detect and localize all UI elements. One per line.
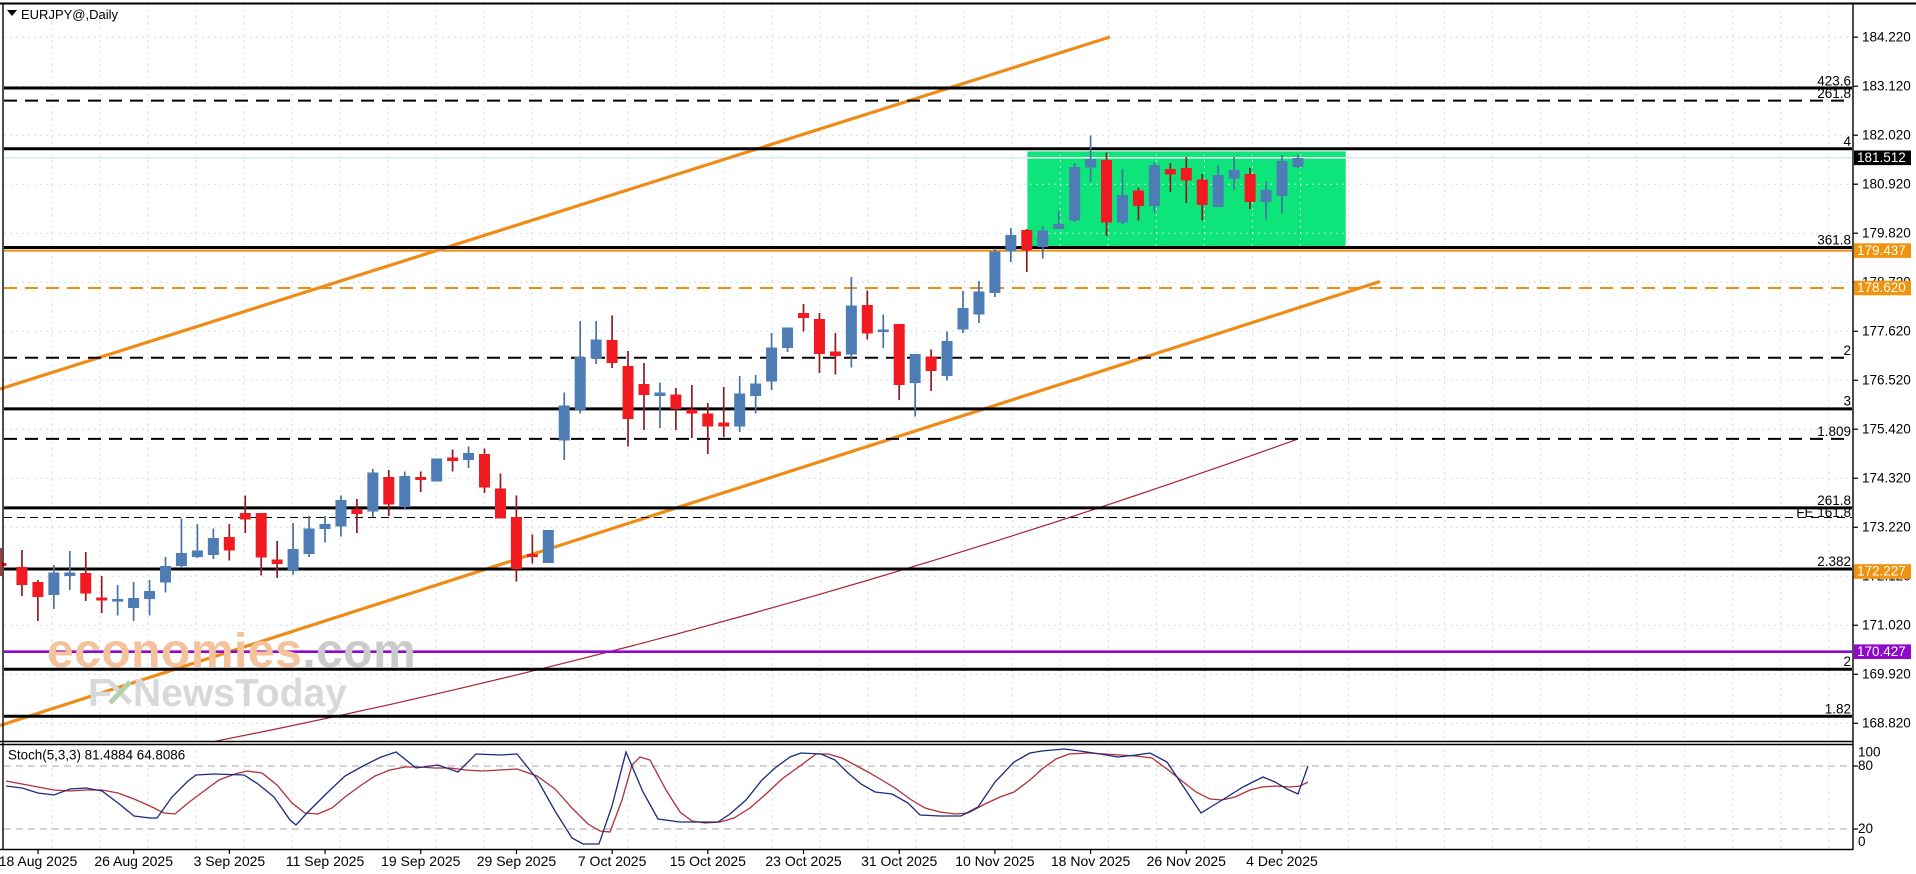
svg-text:2: 2: [1843, 343, 1851, 358]
svg-text:26 Nov 2025: 26 Nov 2025: [1147, 853, 1227, 869]
svg-text:F: F: [88, 672, 112, 715]
svg-text:170.427: 170.427: [1857, 644, 1906, 659]
svg-text:175.420: 175.420: [1862, 421, 1911, 436]
svg-text:19 Sep 2025: 19 Sep 2025: [381, 853, 461, 869]
svg-text:0: 0: [1858, 834, 1866, 849]
svg-text:11 Sep 2025: 11 Sep 2025: [286, 853, 365, 869]
svg-text:261.8: 261.8: [1817, 86, 1851, 101]
svg-text:18 Aug 2025: 18 Aug 2025: [0, 853, 78, 869]
svg-text:183.120: 183.120: [1862, 78, 1911, 93]
svg-text:1.809: 1.809: [1817, 424, 1851, 439]
svg-text:171.020: 171.020: [1862, 617, 1911, 632]
svg-text:261.8: 261.8: [1817, 493, 1851, 508]
svg-text:172.227: 172.227: [1857, 564, 1906, 579]
svg-text:1.82: 1.82: [1825, 702, 1851, 717]
svg-text:31 Oct 2025: 31 Oct 2025: [861, 853, 937, 869]
svg-text:169.920: 169.920: [1862, 666, 1911, 681]
svg-text:3 Sep 2025: 3 Sep 2025: [194, 853, 266, 869]
svg-text:Stoch(5,3,3) 81.4884 64.8086: Stoch(5,3,3) 81.4884 64.8086: [8, 748, 185, 763]
svg-text:7 Oct 2025: 7 Oct 2025: [578, 853, 647, 869]
svg-text:FE 161.8: FE 161.8: [1796, 505, 1851, 520]
svg-text:20: 20: [1858, 821, 1873, 836]
svg-text:178.620: 178.620: [1857, 280, 1906, 295]
svg-text:181.512: 181.512: [1857, 150, 1906, 165]
svg-text:15 Oct 2025: 15 Oct 2025: [670, 853, 746, 869]
svg-text:26 Aug 2025: 26 Aug 2025: [94, 853, 173, 869]
svg-text:174.320: 174.320: [1862, 470, 1911, 485]
svg-text:economies.com: economies.com: [47, 625, 416, 678]
svg-text:180.920: 180.920: [1862, 176, 1911, 191]
svg-text:4: 4: [1843, 134, 1851, 149]
svg-text:EURJPY@,Daily: EURJPY@,Daily: [21, 7, 118, 22]
svg-text:179.437: 179.437: [1857, 243, 1906, 258]
svg-text:4 Dec 2025: 4 Dec 2025: [1246, 853, 1318, 869]
svg-text:2.382: 2.382: [1817, 554, 1851, 569]
svg-text:423.6: 423.6: [1817, 74, 1851, 89]
svg-text:168.820: 168.820: [1862, 715, 1911, 730]
svg-text:173.220: 173.220: [1862, 519, 1911, 534]
svg-text:29 Sep 2025: 29 Sep 2025: [477, 853, 557, 869]
svg-text:NewsToday: NewsToday: [133, 672, 347, 715]
svg-text:3: 3: [1843, 394, 1851, 409]
svg-text:176.520: 176.520: [1862, 372, 1911, 387]
svg-text:2: 2: [1843, 654, 1851, 669]
svg-text:182.020: 182.020: [1862, 127, 1911, 142]
svg-text:100: 100: [1858, 745, 1881, 760]
svg-text:18 Nov 2025: 18 Nov 2025: [1051, 853, 1131, 869]
svg-text:80: 80: [1858, 758, 1873, 773]
svg-text:10 Nov 2025: 10 Nov 2025: [955, 853, 1035, 869]
svg-text:184.220: 184.220: [1862, 29, 1911, 44]
svg-text:361.8: 361.8: [1817, 233, 1851, 248]
svg-text:177.620: 177.620: [1862, 323, 1911, 338]
svg-text:179.820: 179.820: [1862, 225, 1911, 240]
svg-text:23 Oct 2025: 23 Oct 2025: [765, 853, 841, 869]
